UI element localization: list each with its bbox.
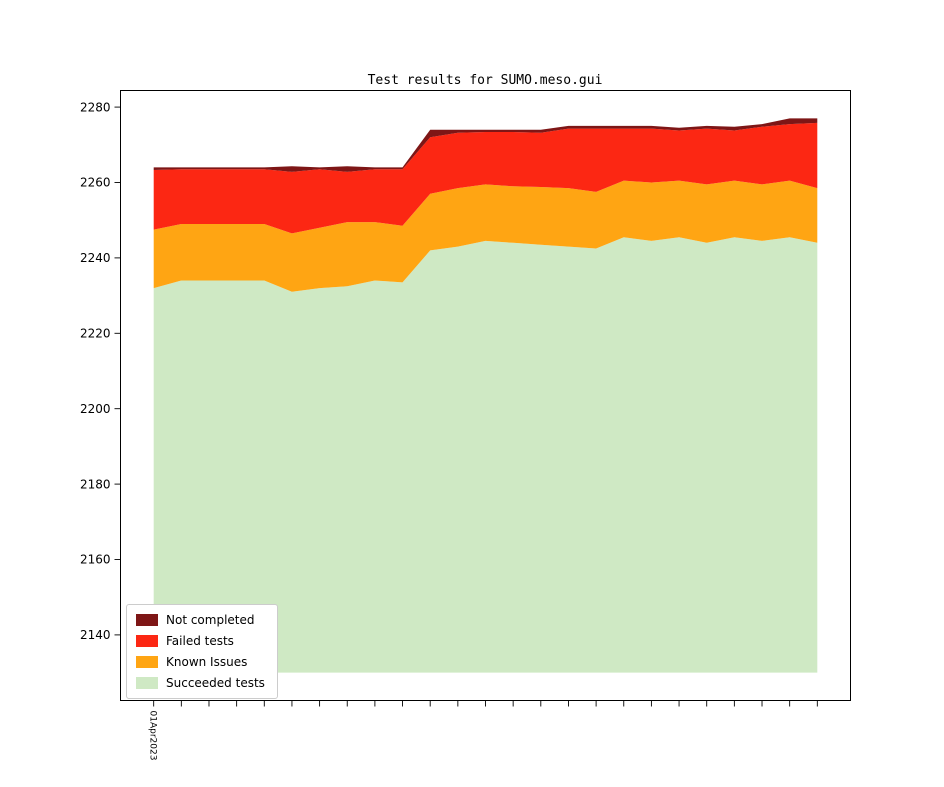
legend-swatch-not-completed [136,614,158,626]
legend-item-not-completed: Not completed [136,613,265,627]
legend-swatch-failed-tests [136,635,158,647]
legend-label-not-completed: Not completed [166,613,255,627]
area-succeeded-tests [153,237,818,673]
legend-swatch-succeeded-tests [136,677,158,689]
legend-item-succeeded-tests: Succeeded tests [136,676,265,690]
chart-title: Test results for SUMO.meso.gui [367,73,603,88]
y-tick-label: 2200 [80,402,111,416]
area-known-issues [153,180,818,292]
y-tick-label: 2180 [80,477,111,491]
x-tick-label-date: 01Apr2023 [148,711,158,761]
area-failed-tests [153,122,818,234]
y-tick-label: 2280 [80,100,111,114]
legend-label-failed-tests: Failed tests [166,634,234,648]
y-tick-label: 2240 [80,251,111,265]
y-tick-label: 2160 [80,553,111,567]
legend-label-succeeded-tests: Succeeded tests [166,676,265,690]
y-tick-label: 2140 [80,628,111,642]
legend-swatch-known-issues [136,656,158,668]
legend-item-known-issues: Known Issues [136,655,265,669]
y-tick-label: 2260 [80,176,111,190]
y-tick-label: 2220 [80,326,111,340]
legend-label-known-issues: Known Issues [166,655,248,669]
legend: Not completed Failed tests Known Issues … [126,604,278,699]
legend-item-failed-tests: Failed tests [136,634,265,648]
